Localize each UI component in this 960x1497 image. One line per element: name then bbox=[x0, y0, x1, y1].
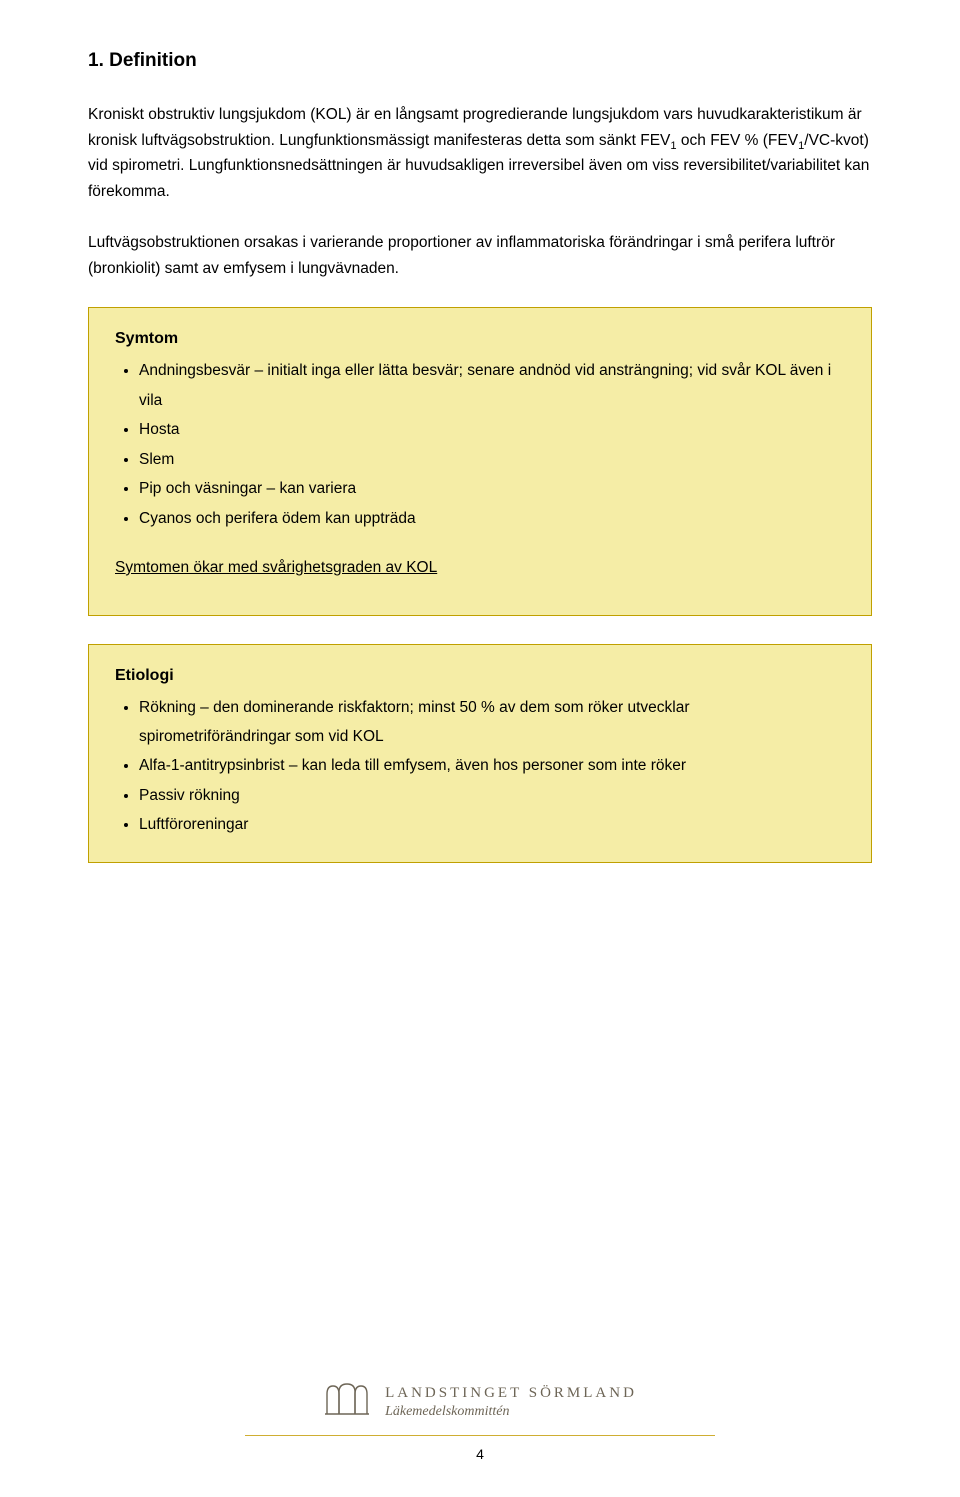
para1-seg2: och FEV % (FEV bbox=[677, 132, 798, 149]
etiologi-list: Rökning – den dominerande riskfaktorn; m… bbox=[115, 693, 845, 840]
logo-line2: Läkemedelskommittén bbox=[385, 1404, 637, 1420]
list-item: Passiv rökning bbox=[139, 781, 845, 810]
footer-divider bbox=[245, 1435, 715, 1436]
logo-line1: LANDSTINGET SÖRMLAND bbox=[385, 1385, 637, 1402]
page-number: 4 bbox=[476, 1446, 484, 1462]
symtom-callout: Symtom Andningsbesvär – initialt inga el… bbox=[88, 307, 872, 615]
symtom-footer: Symtomen ökar med svårighetsgraden av KO… bbox=[115, 559, 845, 577]
list-item: Luftföroreningar bbox=[139, 810, 845, 839]
document-page: 1. Definition Kroniskt obstruktiv lungsj… bbox=[0, 0, 960, 1497]
symtom-title: Symtom bbox=[115, 330, 845, 348]
list-item: Alfa-1-antitrypsinbrist – kan leda till … bbox=[139, 751, 845, 780]
list-item: Slem bbox=[139, 445, 845, 474]
crown-icon bbox=[323, 1380, 371, 1425]
paragraph-definition: Kroniskt obstruktiv lungsjukdom (KOL) är… bbox=[88, 102, 872, 204]
logo-text: LANDSTINGET SÖRMLAND Läkemedelskommittén bbox=[385, 1385, 637, 1420]
section-heading: 1. Definition bbox=[88, 50, 872, 72]
page-footer: LANDSTINGET SÖRMLAND Läkemedelskommittén… bbox=[245, 1374, 715, 1462]
list-item: Pip och väsningar – kan variera bbox=[139, 474, 845, 503]
symtom-list: Andningsbesvär – initialt inga eller lät… bbox=[115, 356, 845, 533]
logo-row: LANDSTINGET SÖRMLAND Läkemedelskommittén bbox=[323, 1374, 637, 1431]
list-item: Cyanos och perifera ödem kan uppträda bbox=[139, 504, 845, 533]
etiologi-callout: Etiologi Rökning – den dominerande riskf… bbox=[88, 644, 872, 863]
paragraph-obstruction: Luftvägsobstruktionen orsakas i varieran… bbox=[88, 230, 872, 281]
etiologi-title: Etiologi bbox=[115, 667, 845, 685]
list-item: Rökning – den dominerande riskfaktorn; m… bbox=[139, 693, 845, 752]
list-item: Andningsbesvär – initialt inga eller lät… bbox=[139, 356, 845, 415]
list-item: Hosta bbox=[139, 415, 845, 444]
